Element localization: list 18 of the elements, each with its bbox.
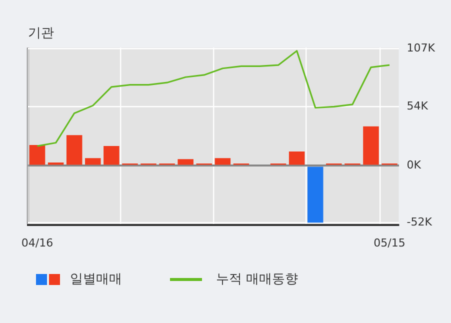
bar [66,135,82,165]
bar [288,152,305,165]
bar [178,159,194,165]
legend-label: 누적 매매동향 [216,271,298,288]
x-tick-label: 05/15 [374,236,406,250]
bar [85,158,101,165]
bar [363,126,379,165]
chart-title: 기관 [28,26,54,42]
bar [29,144,46,165]
y-tick-label: -52K [406,215,433,228]
bar [307,166,324,223]
y-tick-label: 54K [406,100,429,113]
bar [104,146,120,165]
y-tick-label: 0K [406,158,422,172]
x-tick-label: 04/16 [21,236,54,250]
bar [214,158,231,165]
y-tick-label: 107K [406,42,436,55]
legend-label: 일별매매 [70,271,122,288]
